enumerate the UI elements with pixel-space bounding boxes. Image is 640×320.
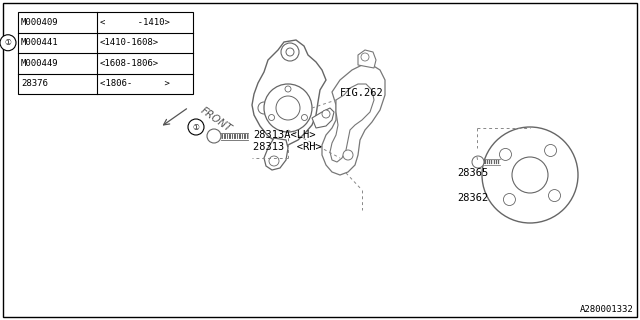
Text: 28313  <RH>: 28313 <RH> xyxy=(253,142,321,152)
Text: 28365: 28365 xyxy=(458,168,489,178)
Text: <      -1410>: < -1410> xyxy=(100,18,170,27)
Text: ①: ① xyxy=(4,38,12,47)
Polygon shape xyxy=(252,40,326,145)
Bar xyxy=(18,12,193,94)
Circle shape xyxy=(207,129,221,143)
Polygon shape xyxy=(330,84,374,162)
Circle shape xyxy=(269,156,279,166)
Circle shape xyxy=(286,48,294,56)
Text: ①: ① xyxy=(193,123,200,132)
Polygon shape xyxy=(312,108,334,128)
Circle shape xyxy=(472,156,484,168)
Text: 28313A<LH>: 28313A<LH> xyxy=(253,130,316,140)
Text: <1410-1608>: <1410-1608> xyxy=(100,38,159,47)
Circle shape xyxy=(482,127,578,223)
Text: FIG.262: FIG.262 xyxy=(340,88,383,98)
Circle shape xyxy=(188,119,204,135)
Circle shape xyxy=(264,84,312,132)
Circle shape xyxy=(343,150,353,160)
Circle shape xyxy=(258,102,270,114)
Circle shape xyxy=(322,110,330,118)
Text: <1608-1806>: <1608-1806> xyxy=(100,59,159,68)
Text: 28376: 28376 xyxy=(21,79,48,88)
Circle shape xyxy=(504,194,515,205)
Polygon shape xyxy=(358,50,376,68)
Circle shape xyxy=(548,189,561,202)
Text: <1806-      >: <1806- > xyxy=(100,79,170,88)
Text: FRONT: FRONT xyxy=(198,105,233,134)
Polygon shape xyxy=(322,65,385,175)
Circle shape xyxy=(512,157,548,193)
Circle shape xyxy=(301,115,307,121)
Text: M000449: M000449 xyxy=(21,59,59,68)
Circle shape xyxy=(545,145,557,156)
Text: 28362: 28362 xyxy=(458,193,489,203)
Circle shape xyxy=(0,35,16,51)
Circle shape xyxy=(269,115,275,121)
Polygon shape xyxy=(264,138,288,170)
Circle shape xyxy=(285,86,291,92)
Text: A280001332: A280001332 xyxy=(580,305,634,314)
Text: M000441: M000441 xyxy=(21,38,59,47)
Circle shape xyxy=(499,148,511,160)
Circle shape xyxy=(361,53,369,61)
Text: M000409: M000409 xyxy=(21,18,59,27)
Circle shape xyxy=(276,96,300,120)
Circle shape xyxy=(281,43,299,61)
